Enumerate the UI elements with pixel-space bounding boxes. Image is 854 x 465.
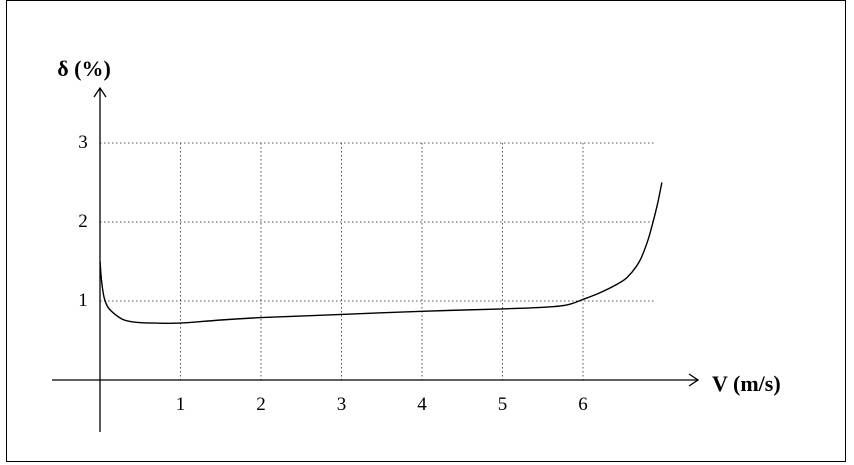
x-axis-arrowhead	[688, 373, 700, 387]
series-line	[99, 182, 663, 325]
tick-labels: 1 2 3 4 5 6 1 2 3	[78, 132, 588, 415]
x-tick-label: 2	[256, 394, 266, 415]
x-tick-label: 4	[417, 394, 427, 415]
y-tick-label: 2	[78, 211, 88, 232]
x-tick-label: 5	[498, 394, 508, 415]
x-tick-label: 3	[337, 394, 347, 415]
axes	[52, 86, 700, 432]
x-tick-label: 1	[176, 394, 186, 415]
y-tick-label: 1	[78, 290, 88, 311]
grid	[100, 142, 656, 380]
x-axis-label: V (m/s)	[712, 371, 781, 396]
y-tick-label: 3	[78, 132, 88, 153]
x-tick-label: 6	[578, 394, 588, 415]
y-axis-arrowhead	[93, 86, 107, 98]
chart-frame	[6, 0, 846, 462]
y-axis-label: δ (%)	[57, 56, 111, 81]
